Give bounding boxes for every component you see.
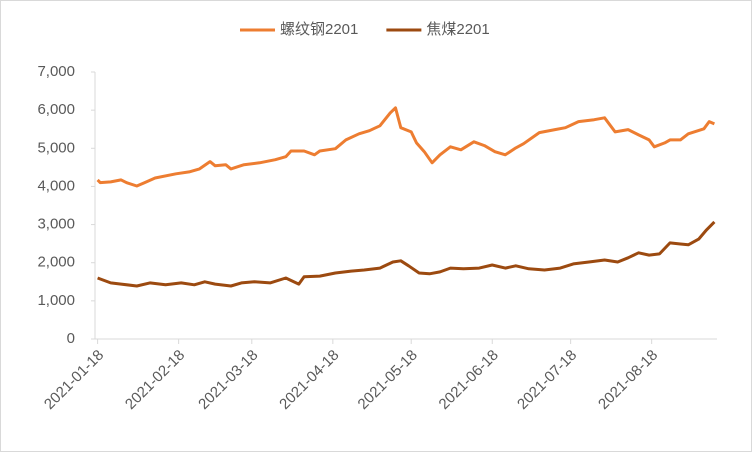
y-tick-label: 0 — [67, 330, 75, 347]
y-tick-label: 5,000 — [37, 139, 75, 156]
y-tick-label: 1,000 — [37, 292, 75, 309]
line — [97, 220, 716, 288]
y-tick-label: 4,000 — [37, 177, 75, 194]
legend-label: 焦煤2201 — [426, 21, 489, 38]
legend: 螺纹钢2201 焦煤2201 — [240, 21, 490, 38]
y-tick-label: 7,000 — [37, 63, 75, 80]
legend-label: 螺纹钢2201 — [280, 21, 358, 38]
y-tick-label: 3,000 — [37, 216, 75, 233]
y-tick-label: 6,000 — [37, 101, 75, 118]
y-tick-label: 2,000 — [37, 254, 75, 271]
line — [96, 106, 716, 188]
